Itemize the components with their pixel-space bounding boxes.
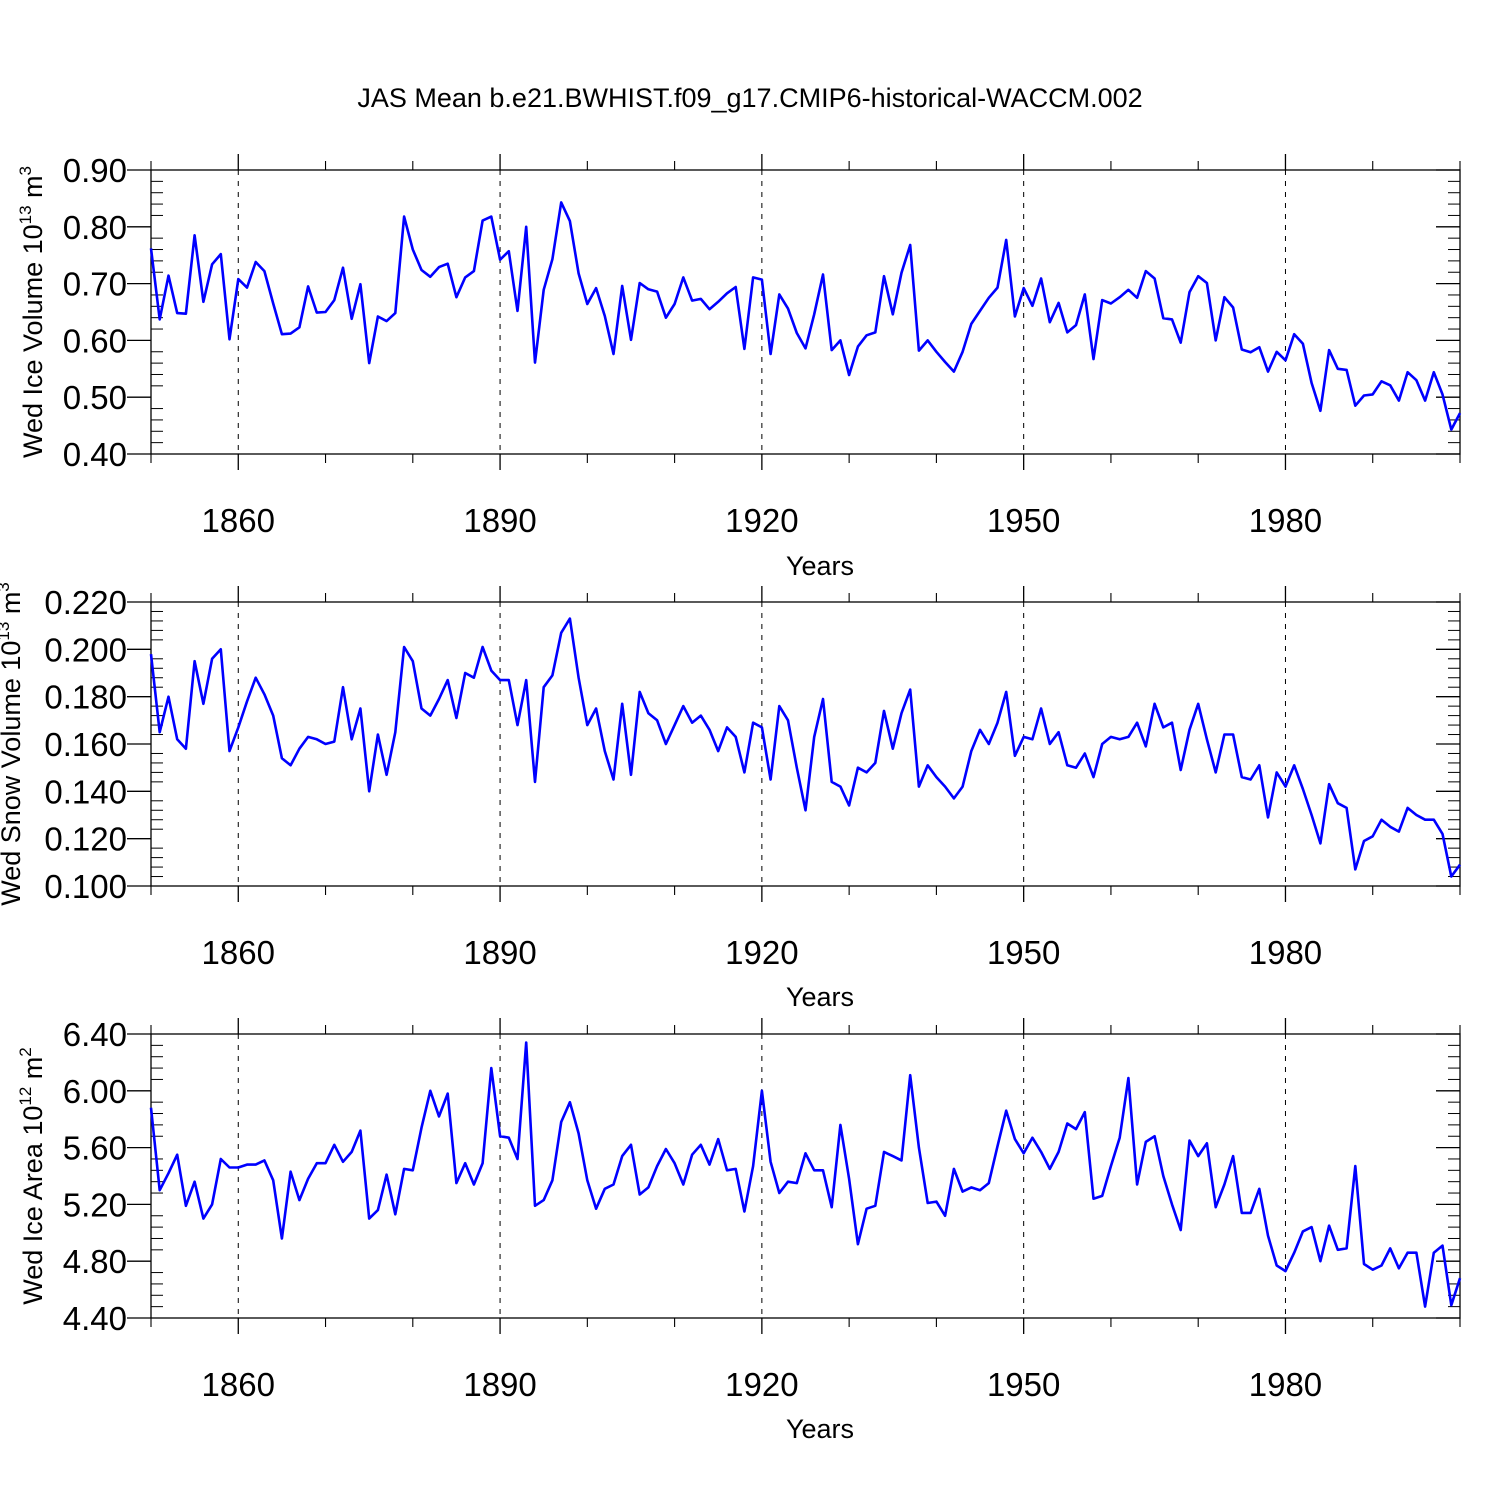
x-tick-label: 1950 <box>987 502 1060 539</box>
y-tick-label: 0.220 <box>44 584 127 621</box>
x-tick-label: 1920 <box>725 1366 798 1403</box>
x-gridlines <box>237 1034 1286 1318</box>
series-line <box>149 617 1462 878</box>
x-tick-label: 1980 <box>1249 934 1322 971</box>
axis-ticks <box>127 1018 1461 1334</box>
y-axis-label: Wed Ice Area 1012 m2 <box>16 1047 48 1305</box>
panel-snow-volume: 0.100 0.120 0.140 0.160 0.180 0.200 0.220 1860… <box>0 582 1462 1012</box>
x-tick-labels: 1860 1890 1920 1950 1980 <box>202 502 1323 539</box>
y-tick-labels: 0.40 0.50 0.60 0.70 0.80 0.90 <box>63 152 127 473</box>
figure-title: JAS Mean b.e21.BWHIST.f09_g17.CMIP6-hist… <box>357 83 1142 113</box>
y-tick-label: 4.80 <box>63 1243 127 1280</box>
x-tick-label: 1950 <box>987 1366 1060 1403</box>
x-tick-label: 1860 <box>202 1366 275 1403</box>
panel-ice-area: 4.40 4.80 5.20 5.60 6.00 6.40 1860 1890 1920 195… <box>16 1016 1462 1444</box>
y-tick-label: 0.160 <box>44 726 127 763</box>
y-tick-label: 0.140 <box>44 773 127 810</box>
x-gridlines <box>237 602 1286 886</box>
y-tick-label: 0.120 <box>44 821 127 858</box>
y-tick-label: 6.40 <box>63 1016 127 1053</box>
x-tick-label: 1860 <box>202 502 275 539</box>
x-tick-label: 1980 <box>1249 502 1322 539</box>
y-axis-label: Wed Ice Volume 1013 m3 <box>16 166 48 458</box>
plot-frame <box>150 601 1461 887</box>
x-tick-label: 1980 <box>1249 1366 1322 1403</box>
y-tick-label: 0.90 <box>63 152 127 189</box>
y-tick-label: 0.200 <box>44 631 127 668</box>
y-tick-label: 0.70 <box>63 266 127 303</box>
x-tick-label: 1890 <box>463 1366 536 1403</box>
y-tick-label: 0.40 <box>63 436 127 473</box>
panel-ice-volume: 0.40 0.50 0.60 0.70 0.80 0.90 1860 1890 1920 195… <box>16 152 1462 581</box>
plot-frame <box>150 1033 1461 1319</box>
y-tick-labels: 0.100 0.120 0.140 0.160 0.180 0.200 0.220 <box>44 584 127 905</box>
y-tick-label: 0.100 <box>44 868 127 905</box>
axis-ticks <box>127 586 1461 902</box>
y-tick-label: 5.20 <box>63 1186 127 1223</box>
series-line <box>149 1041 1462 1308</box>
y-tick-label: 6.00 <box>63 1073 127 1110</box>
x-tick-label: 1860 <box>202 934 275 971</box>
x-gridlines <box>237 170 1286 454</box>
x-tick-label: 1920 <box>725 934 798 971</box>
axis-ticks <box>127 154 1461 470</box>
y-tick-labels: 4.40 4.80 5.20 5.60 6.00 6.40 <box>63 1016 127 1337</box>
y-tick-label: 0.80 <box>63 209 127 246</box>
y-tick-label: 5.60 <box>63 1130 127 1167</box>
x-axis-label: Years <box>786 982 854 1012</box>
y-tick-label: 0.180 <box>44 679 127 716</box>
plot-frame <box>150 169 1461 455</box>
y-tick-label: 0.50 <box>63 379 127 416</box>
x-tick-labels: 1860 1890 1920 1950 1980 <box>202 934 1323 971</box>
x-axis-label: Years <box>786 1414 854 1444</box>
series-line <box>149 201 1462 431</box>
y-tick-label: 0.60 <box>63 322 127 359</box>
y-tick-label: 4.40 <box>63 1300 127 1337</box>
x-tick-labels: 1860 1890 1920 1950 1980 <box>202 1366 1323 1403</box>
x-tick-label: 1890 <box>463 934 536 971</box>
x-tick-label: 1920 <box>725 502 798 539</box>
x-tick-label: 1950 <box>987 934 1060 971</box>
x-tick-label: 1890 <box>463 502 536 539</box>
y-axis-label: Wed Snow Volume 1013 m3 <box>0 582 26 906</box>
x-axis-label: Years <box>786 551 854 581</box>
